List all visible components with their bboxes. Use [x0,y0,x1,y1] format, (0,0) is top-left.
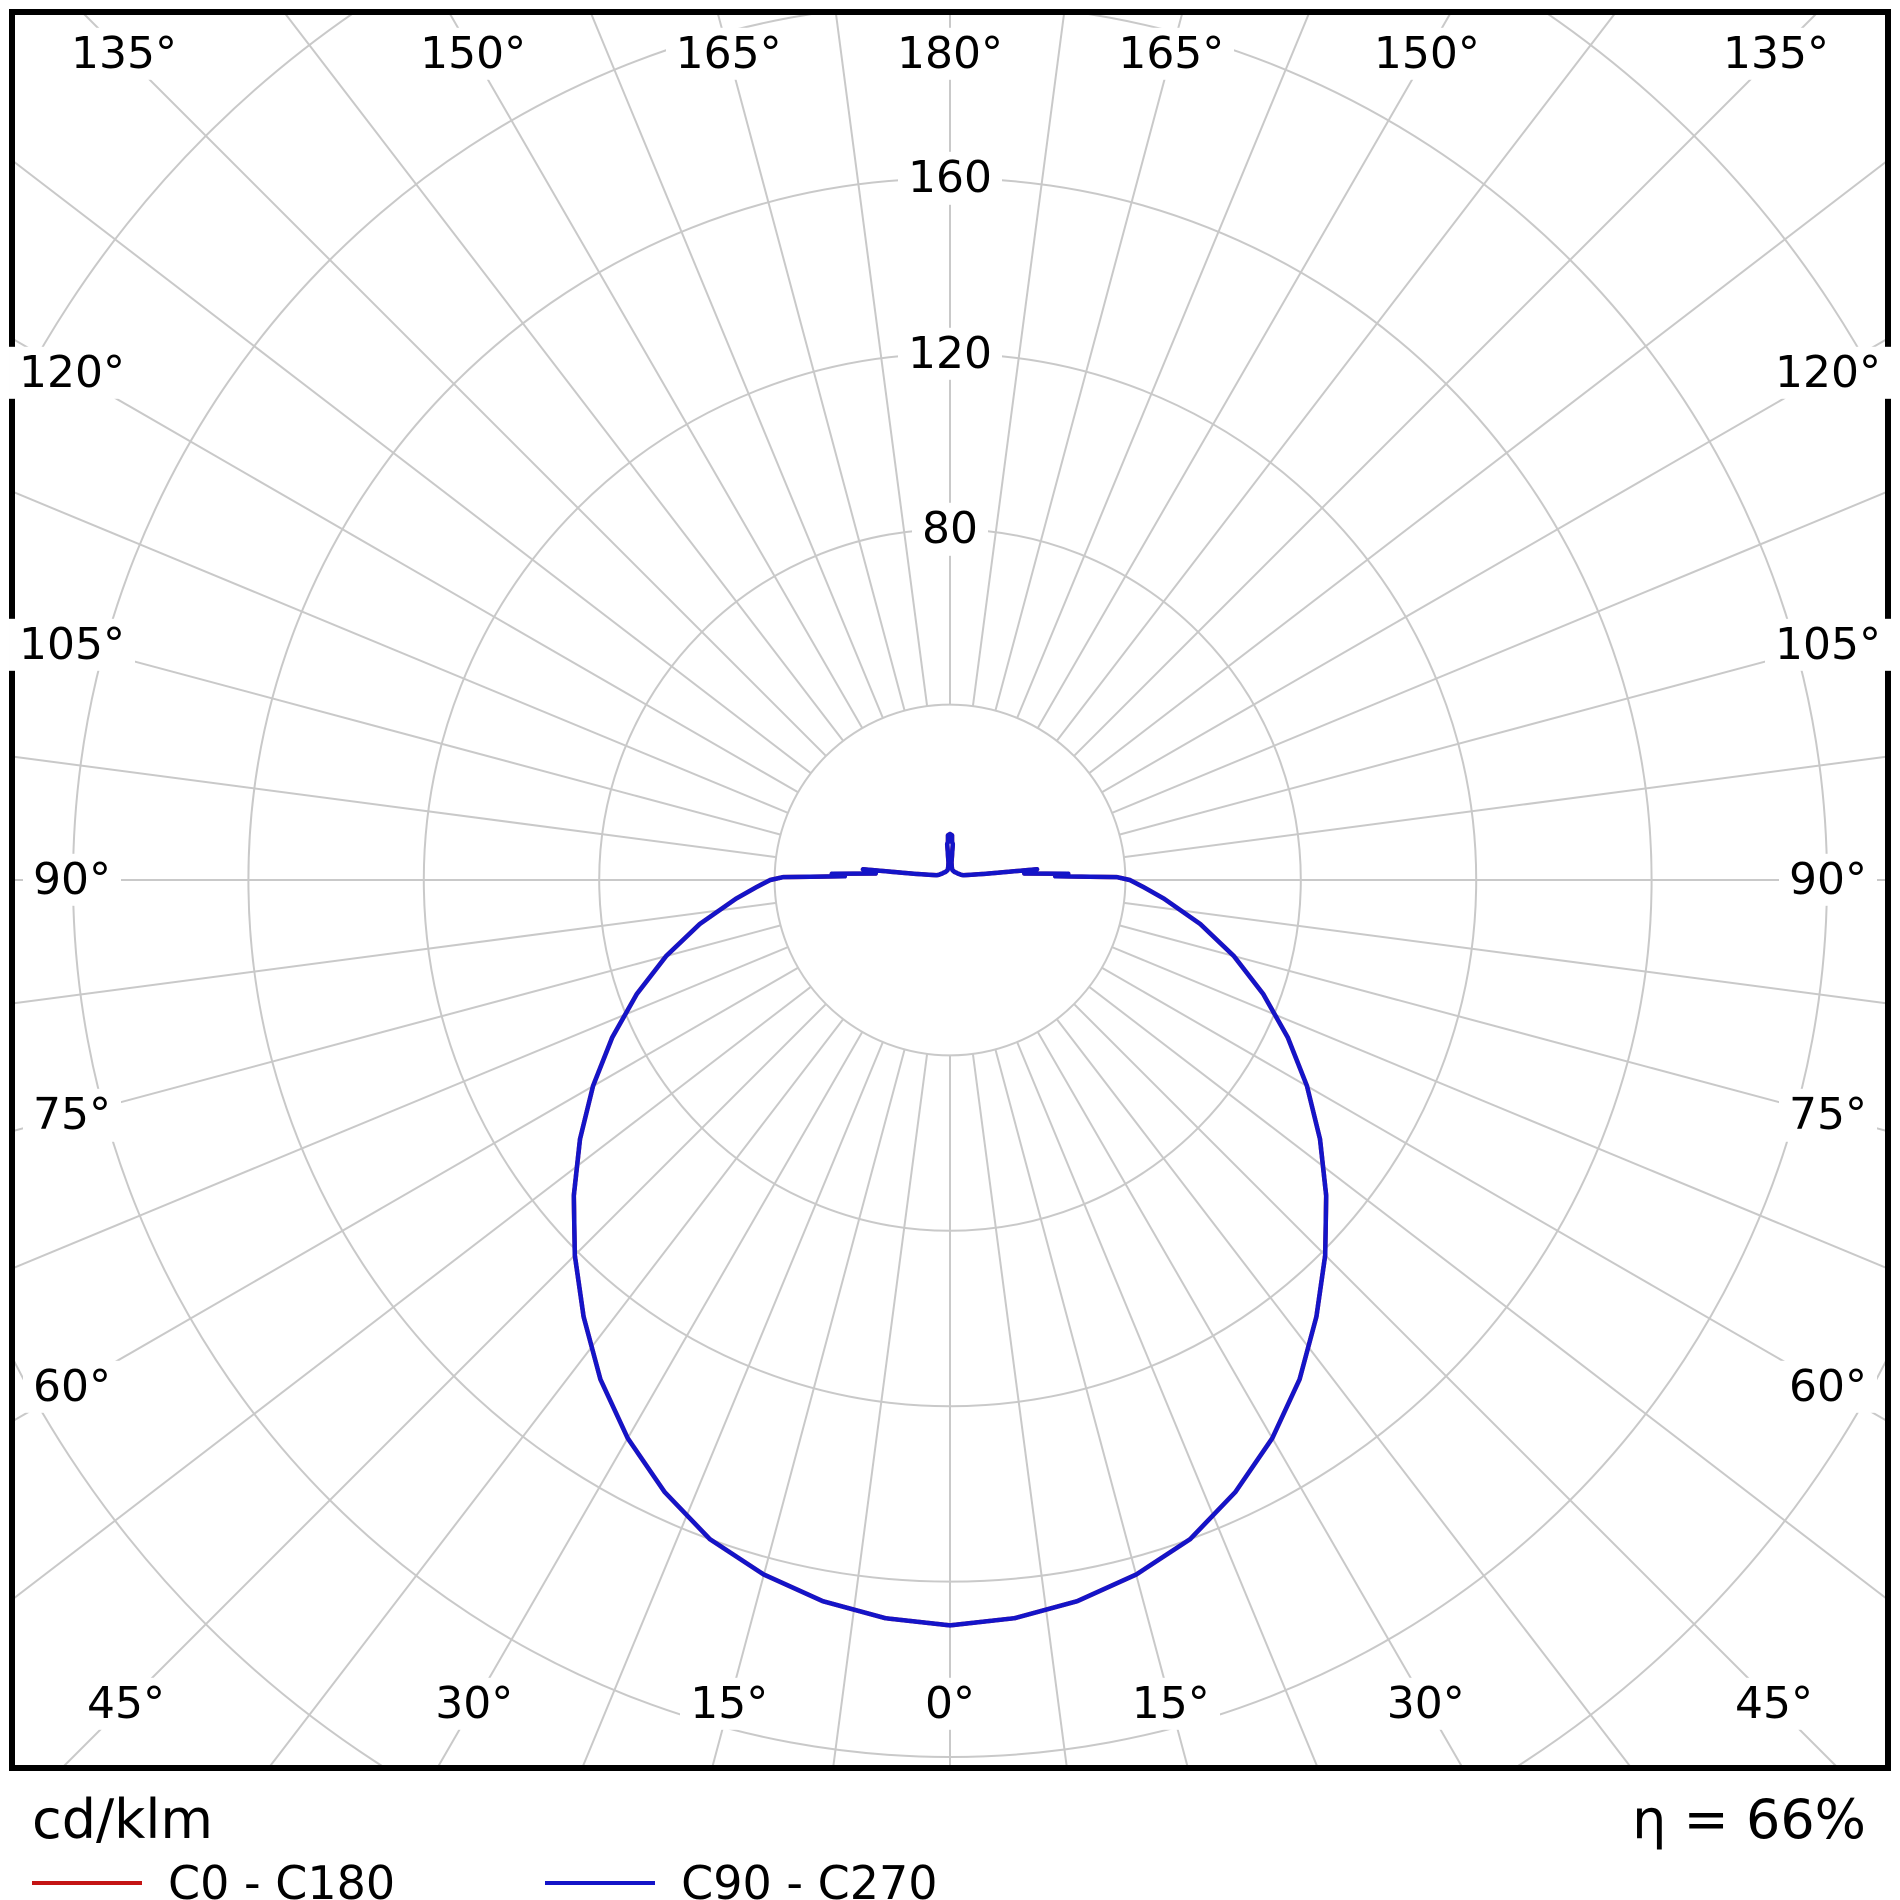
grid-circle-40 [773,703,1127,1057]
grid-spoke [1016,1041,1319,1768]
grid-spoke [834,12,929,707]
grid-spoke [1055,1018,1633,1768]
plot-border [9,9,1891,1771]
grid-spoke [1123,901,1888,1005]
grid-spoke [716,12,906,711]
grid-spoke [81,12,827,757]
grid-spoke [1101,337,1888,794]
grid-spoke [12,159,812,775]
grid-spoke [994,12,1184,711]
grid-spoke [1073,12,1819,757]
grid-spoke [1055,12,1617,742]
efficiency-label: η = 66% [1632,1788,1866,1851]
grid-spoke [581,1041,884,1768]
grid-spoke [447,12,864,729]
curve-C90-C270 [571,831,1329,1628]
grid-spoke [711,1049,906,1768]
grid-spoke [971,1053,1068,1768]
grid-spoke [12,924,781,1133]
legend-label-c0-c180: C0 - C180 [168,1856,396,1900]
legend-item-c0-c180: C0 - C180 [32,1856,395,1900]
grid-spoke [1088,985,1888,1601]
grid-spoke [12,490,789,814]
grid-spoke [971,12,1066,707]
grid-spoke [1101,966,1888,1423]
grid-spoke [61,1003,827,1768]
grid-spoke [12,985,812,1601]
grid-spoke [12,901,777,1005]
grid-spoke [1088,159,1888,775]
grid-spoke [12,946,789,1270]
grid-spoke [1036,1031,1464,1768]
grid-spoke [589,12,884,719]
grid-spoke [12,337,799,794]
grid-spoke [994,1049,1189,1768]
legend-line-red [32,1881,142,1885]
grid-spoke [1016,12,1311,719]
legend-line-blue [545,1881,656,1885]
grid-spoke [12,966,799,1423]
legend-item-c90-c270: C90 - C270 [545,1856,938,1900]
grid-spoke [1073,1003,1839,1768]
grid-spoke [1119,924,1888,1133]
grid-spoke [436,1031,864,1768]
grid-spoke [1119,627,1888,836]
grid-spoke [1111,490,1888,814]
grid-spoke [12,627,781,836]
grid-spoke [1123,755,1888,859]
grid-spoke [1111,946,1888,1270]
grid-spoke [832,1053,929,1768]
grid-spoke [1036,12,1453,729]
radial-unit-label: cd/klm [32,1788,214,1851]
grid-spoke [283,12,845,742]
legend-label-c90-c270: C90 - C270 [681,1856,938,1900]
grid-spoke [12,755,777,859]
legend: C0 - C180 C90 - C270 [32,1856,938,1900]
grid-spoke [267,1018,845,1768]
